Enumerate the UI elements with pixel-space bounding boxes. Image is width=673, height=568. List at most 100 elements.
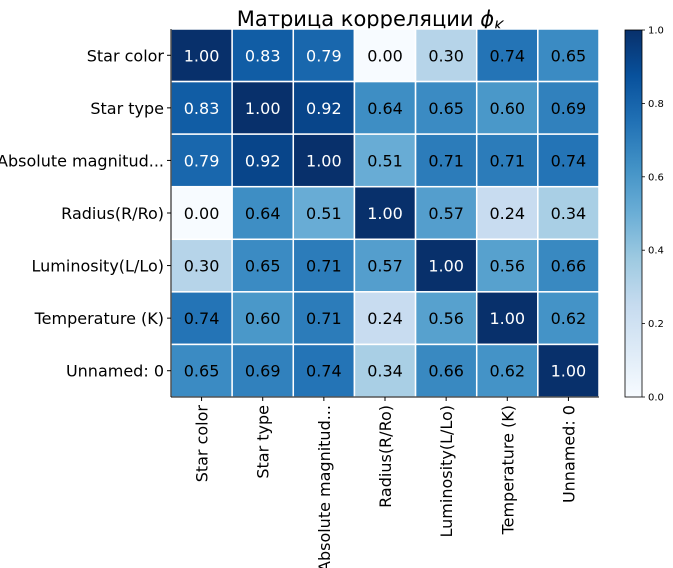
- heatmap-cell: [537, 291, 600, 346]
- chart-title-subscript: K: [494, 19, 505, 35]
- cell-value-label: 0.66: [428, 362, 464, 381]
- heatmap-cell: [475, 185, 539, 241]
- cell-value-label: 0.65: [184, 362, 220, 381]
- colorbar-tick-label: 1.0: [648, 26, 664, 37]
- heatmap-cell: [537, 343, 600, 398]
- heatmap-cell: [231, 133, 295, 188]
- heatmap-cell: [231, 80, 295, 135]
- heatmap-cell: [170, 185, 233, 241]
- cell-value-label: 0.24: [489, 204, 525, 223]
- colorbar-tick-label: 0.2: [648, 319, 664, 330]
- cell-value-label: 0.71: [306, 257, 342, 276]
- x-tick-label: Unnamed: 0: [559, 405, 578, 503]
- colorbar-tick-label: 0.4: [648, 246, 664, 257]
- heatmap-cell-labels: 1.00 0.83 0.79 0.00 0.30 0.74 0.65 0.83 1.00 0.92…: [184, 46, 586, 380]
- cell-value-label: 0.00: [184, 204, 220, 223]
- cell-value-label: 0.71: [306, 309, 342, 328]
- cell-value-label: 0.00: [367, 46, 403, 65]
- y-tick-label: Star type: [90, 99, 164, 118]
- cell-value-label: 0.30: [184, 257, 220, 276]
- heatmap-cell: [170, 238, 233, 293]
- heatmap-cell: [475, 80, 539, 135]
- cell-value-label: 0.92: [245, 151, 281, 170]
- heatmap-cell: [292, 343, 356, 398]
- y-tick-label: Luminosity(L/Lo): [32, 257, 164, 276]
- cell-value-label: 0.74: [489, 46, 525, 65]
- cell-value-label: 0.51: [306, 204, 342, 223]
- y-tick-label: Radius(R/Ro): [61, 204, 164, 223]
- heatmap-cell: [170, 28, 233, 83]
- heatmap-cell: [414, 343, 478, 398]
- cell-value-label: 0.92: [306, 99, 342, 118]
- y-tick-label: Temperature (K): [34, 309, 164, 328]
- heatmap-cell: [537, 133, 600, 188]
- cell-value-label: 0.66: [551, 257, 587, 276]
- cell-value-label: 0.65: [428, 99, 464, 118]
- colorbar-gradient: [624, 29, 643, 398]
- cell-value-label: 1.00: [245, 99, 281, 118]
- cell-value-label: 1.00: [428, 257, 464, 276]
- cell-value-label: 0.51: [367, 151, 403, 170]
- cell-value-label: 0.64: [367, 99, 403, 118]
- heatmap-cell: [537, 80, 600, 135]
- heatmap-cell: [475, 133, 539, 188]
- cell-value-label: 0.24: [367, 309, 403, 328]
- y-tick-label: Absolute magnitud...: [0, 151, 164, 170]
- heatmap-cell: [353, 133, 417, 188]
- cell-value-label: 0.65: [551, 46, 587, 65]
- x-axis: Star color Star type Absolute magnitud... R…: [171, 396, 599, 568]
- y-axis: Star color Star type Absolute magnitud... R…: [0, 29, 172, 397]
- colorbar: 0.0 0.2 0.4 0.6 0.8 1.0: [624, 26, 664, 404]
- y-tick-label: Star color: [87, 46, 165, 65]
- heatmap-cell: [353, 185, 417, 241]
- cell-value-label: 0.69: [245, 362, 281, 381]
- y-tick-label: Unnamed: 0: [66, 362, 164, 381]
- x-tick-label: Star type: [254, 405, 273, 479]
- heatmap-cells: [170, 28, 600, 398]
- chart-title: Матрица корреляции ϕK: [237, 7, 505, 35]
- cell-value-label: 0.79: [306, 46, 342, 65]
- heatmap-cell: [292, 291, 356, 346]
- heatmap-cell: [537, 28, 600, 83]
- cell-value-label: 1.00: [306, 151, 342, 170]
- cell-value-label: 0.79: [184, 151, 220, 170]
- x-tick-label: Luminosity(L/Lo): [437, 405, 456, 537]
- cell-value-label: 0.83: [245, 46, 281, 65]
- chart-title-main: Матрица корреляции: [237, 7, 480, 31]
- cell-value-label: 1.00: [551, 362, 587, 381]
- cell-value-label: 0.74: [184, 309, 220, 328]
- cell-value-label: 0.34: [367, 362, 403, 381]
- cell-value-label: 0.60: [489, 99, 525, 118]
- colorbar-tick-label: 0.6: [648, 172, 664, 183]
- heatmap-cell: [414, 28, 478, 83]
- cell-value-label: 0.64: [245, 204, 281, 223]
- heatmap-cell: [414, 185, 478, 241]
- heatmap-cell: [353, 80, 417, 135]
- x-tick-label: Star color: [193, 405, 212, 483]
- cell-value-label: 0.83: [184, 99, 220, 118]
- x-tick-label: Absolute magnitud...: [315, 405, 334, 568]
- cell-value-label: 0.69: [551, 99, 587, 118]
- cell-value-label: 1.00: [489, 309, 525, 328]
- cell-value-label: 0.56: [428, 309, 464, 328]
- heatmap-cell: [231, 238, 295, 293]
- cell-value-label: 0.74: [551, 151, 587, 170]
- cell-value-label: 0.56: [489, 257, 525, 276]
- cell-value-label: 0.60: [245, 309, 281, 328]
- colorbar-tick-label: 0.8: [648, 99, 664, 110]
- cell-value-label: 0.62: [551, 309, 587, 328]
- colorbar-tick-label: 0.0: [648, 393, 664, 404]
- cell-value-label: 1.00: [184, 46, 220, 65]
- heatmap-cell: [292, 28, 356, 83]
- cell-value-label: 0.34: [551, 204, 587, 223]
- x-tick-label: Radius(R/Ro): [376, 405, 395, 508]
- chart-title-symbol: ϕ: [480, 7, 494, 31]
- cell-value-label: 0.65: [245, 257, 281, 276]
- x-tick-label: Temperature (K): [498, 405, 517, 535]
- cell-value-label: 0.74: [306, 362, 342, 381]
- heatmap-cell: [475, 291, 539, 346]
- heatmap-cell: [414, 133, 478, 188]
- cell-value-label: 0.71: [489, 151, 525, 170]
- heatmap-cell: [537, 185, 600, 241]
